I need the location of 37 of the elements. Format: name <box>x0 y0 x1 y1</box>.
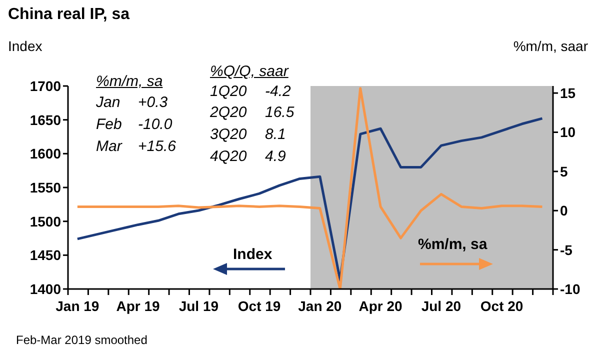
y2-tick-label: 10 <box>560 124 576 140</box>
line-series <box>76 87 544 289</box>
annotation: %m/m, sa <box>96 73 163 90</box>
x-tick-label: Jan 20 <box>298 298 342 314</box>
text: 2Q20 16.5 <box>210 104 294 121</box>
x-tick-label: Jul 20 <box>421 298 462 314</box>
text: %Q/Q, saar <box>210 63 288 80</box>
y2-tick-label: 5 <box>560 163 568 180</box>
series-label: %m/m, sa <box>418 236 488 253</box>
chart-title: China real IP, sa <box>8 6 130 24</box>
annotation: Mar +15.6 <box>96 138 176 155</box>
y-tick-label: 1650 <box>30 112 62 128</box>
annotation: Jan +0.3 <box>96 94 168 111</box>
text: Index <box>233 246 272 263</box>
x-tick-label: Oct 19 <box>238 298 281 314</box>
y2-tick-label: 0 <box>560 202 568 219</box>
y-tick-label: 1400 <box>30 280 62 297</box>
text: 3Q20 8.1 <box>210 126 286 143</box>
y2-tick-label: 15 <box>560 85 576 102</box>
y-axis-title: Index <box>8 38 42 54</box>
x-tick-label: Oct 20 <box>480 298 524 314</box>
text: 4Q20 4.9 <box>210 148 286 165</box>
y-tick-label: 1600 <box>30 146 62 162</box>
annotation: Feb -10.0 <box>96 116 172 133</box>
y2-axis-title: %m/m, saar <box>513 38 588 54</box>
y2-tick-label: -5 <box>560 242 573 258</box>
y-tick-label: 1500 <box>30 213 62 230</box>
y2-tick-label: -10 <box>560 280 580 297</box>
x-tick-label: Apr 20 <box>358 298 403 314</box>
x-tick-label: Jul 19 <box>178 298 219 314</box>
y-tick-label: 1450 <box>30 247 62 264</box>
text: 1Q20 -4.2 <box>210 83 291 100</box>
x-tick-label: Apr 19 <box>116 298 160 314</box>
y-tick-label: 1700 <box>30 78 62 94</box>
text: Feb-Mar 2019 smoothed <box>16 333 148 347</box>
y-tick-label: 1550 <box>30 179 62 196</box>
x-tick-label: Jan 19 <box>56 298 100 314</box>
